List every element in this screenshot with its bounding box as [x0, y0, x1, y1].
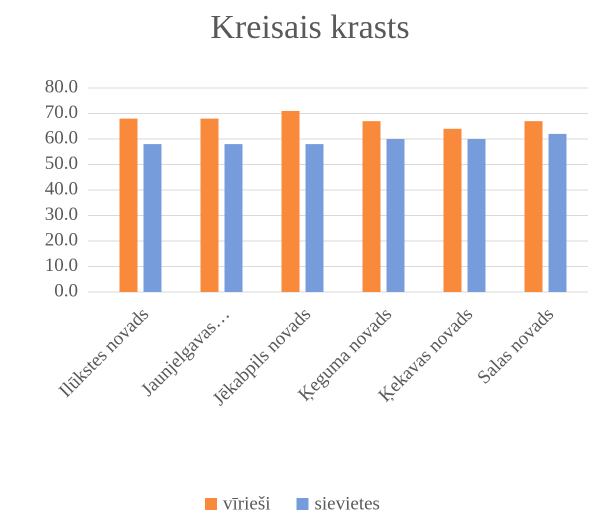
y-tick-label: 60.0: [45, 127, 78, 148]
legend-label: vīrieši: [223, 493, 271, 514]
bar: [119, 118, 138, 292]
bar: [548, 133, 567, 292]
chart-title: Kreisais krasts: [210, 9, 409, 46]
y-tick-label: 50.0: [45, 153, 78, 174]
x-tick-label: Salas novads: [473, 304, 558, 389]
y-tick-label: 0.0: [54, 280, 78, 301]
bar: [362, 121, 381, 293]
legend-label: sievietes: [315, 493, 380, 514]
bar: [281, 110, 300, 292]
y-tick-label: 70.0: [45, 102, 78, 123]
y-tick-label: 10.0: [45, 255, 78, 276]
y-tick-label: 30.0: [45, 204, 78, 225]
bar: [386, 139, 405, 292]
bar: [224, 144, 243, 292]
bar: [200, 118, 219, 292]
bar: [143, 144, 162, 292]
bar: [443, 128, 462, 292]
y-tick-label: 20.0: [45, 229, 78, 250]
bar: [524, 121, 543, 293]
y-tick-label: 40.0: [45, 178, 78, 199]
y-tick-label: 80.0: [45, 76, 78, 97]
legend-swatch: [296, 498, 309, 510]
legend-swatch: [205, 498, 217, 510]
bar: [305, 144, 324, 292]
bar: [467, 139, 486, 292]
